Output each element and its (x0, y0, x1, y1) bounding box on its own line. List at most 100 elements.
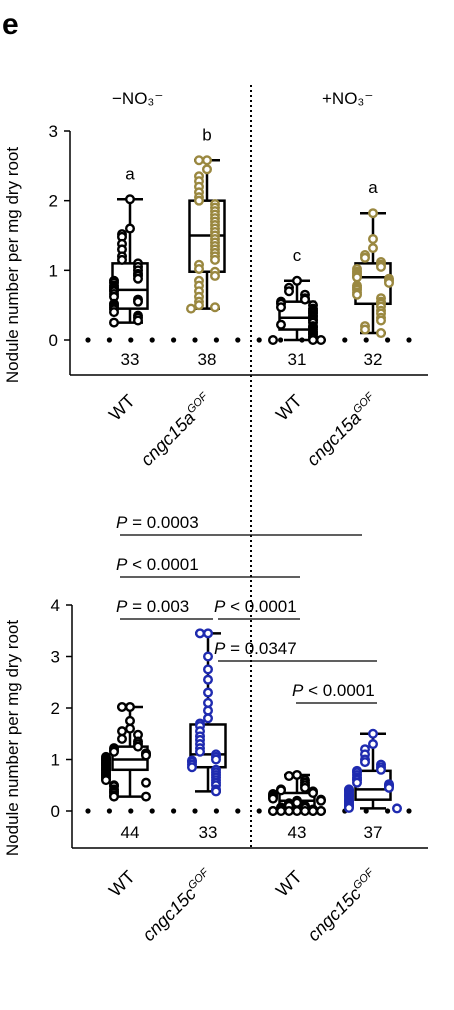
zero-baseline-dot (128, 337, 134, 343)
data-point (352, 289, 363, 300)
y-tick-label: 0 (49, 331, 58, 350)
data-point (284, 770, 295, 781)
data-point (132, 315, 143, 326)
zero-baseline-dot (192, 337, 198, 343)
data-point (100, 775, 111, 786)
data-point (186, 762, 197, 773)
x-category-label: WT (105, 867, 139, 901)
zero-baseline-dot (363, 337, 369, 343)
data-point (376, 261, 387, 272)
p-symbol: P (292, 681, 304, 700)
zero-baseline-dot (128, 808, 134, 814)
y-tick-label: 4 (51, 596, 60, 615)
zero-baseline-dot (278, 337, 284, 343)
data-point (202, 697, 213, 708)
data-point (268, 806, 279, 817)
x-category-superscript: GOF (185, 390, 211, 416)
data-point (368, 243, 379, 254)
data-point (108, 791, 119, 802)
zero-baseline-dot (192, 808, 198, 814)
zero-baseline-dot (106, 337, 112, 343)
data-point (308, 335, 319, 346)
bottom-y-axis-label: Nodule number per mg dry root (3, 620, 22, 857)
sample-count-label: 32 (364, 350, 383, 369)
data-point (376, 315, 387, 326)
comparison-p-value: P < 0.0001 (116, 555, 199, 574)
data-point (202, 713, 213, 724)
bottom-panel-chart: Nodule number per mg dry root 0123444WT3… (3, 513, 428, 945)
data-point (360, 324, 371, 335)
data-point (209, 270, 220, 281)
data-point (132, 296, 143, 307)
zero-baseline-dot (213, 808, 219, 814)
data-point (284, 286, 295, 297)
data-point (202, 705, 213, 716)
comparison-p-value: P = 0.003 (116, 597, 189, 616)
zero-baseline-dot (235, 337, 241, 343)
data-point (201, 164, 212, 175)
comparison-p-value: P < 0.0001 (214, 597, 297, 616)
p-symbol: P (116, 513, 128, 532)
data-point (300, 806, 311, 817)
data-point (116, 254, 127, 265)
x-category-label: WT (272, 867, 306, 901)
data-point (360, 252, 371, 263)
data-point (132, 741, 143, 752)
y-tick-label: 1 (49, 261, 58, 280)
x-category-base: cngc15a (303, 408, 365, 470)
comparison-p-value: P = 0.0003 (116, 513, 199, 532)
significance-letter: c (293, 246, 302, 265)
data-point (268, 793, 279, 804)
data-point (368, 233, 379, 244)
data-point (194, 746, 205, 757)
x-category-base: WT (272, 867, 306, 901)
data-point (108, 317, 119, 328)
p-symbol: P (116, 555, 128, 574)
condition-label-minus-nitrate: −NO₃⁻ (112, 89, 163, 108)
data-point (368, 739, 379, 750)
data-point (202, 628, 213, 639)
sample-count-label: 38 (198, 350, 217, 369)
data-point (108, 746, 119, 757)
data-point (344, 802, 355, 813)
x-category-base: cngc15a (137, 408, 199, 470)
data-point (210, 754, 221, 765)
data-point (202, 687, 213, 698)
data-point (308, 806, 319, 817)
data-point (376, 764, 387, 775)
comparison-p-value: P = 0.0347 (214, 639, 297, 658)
y-tick-label: 3 (49, 122, 58, 141)
data-point (132, 273, 143, 284)
x-category-superscript: GOF (186, 866, 212, 892)
data-point (210, 786, 221, 797)
zero-baseline-dot (213, 337, 219, 343)
zero-baseline-dot (385, 337, 391, 343)
data-point (392, 803, 403, 814)
zero-baseline-dot (406, 808, 412, 814)
data-point (300, 782, 311, 793)
data-point (292, 275, 303, 286)
zero-baseline-dot (256, 808, 262, 814)
p-value-text: < 0.0001 (303, 681, 374, 700)
data-point (194, 628, 205, 639)
top-panel-chart: Nodule number per mg dry root 012333aWT3… (3, 122, 428, 470)
x-category-superscript: GOF (351, 866, 377, 892)
y-tick-label: 1 (51, 751, 60, 770)
zero-baseline-dot (256, 337, 262, 343)
data-point (276, 319, 287, 330)
sample-count-label: 33 (121, 350, 140, 369)
p-symbol: P (116, 597, 128, 616)
sample-count-label: 44 (121, 823, 140, 842)
data-point (292, 769, 303, 780)
zero-baseline-dot (149, 337, 155, 343)
data-point (202, 674, 213, 685)
data-point (193, 263, 204, 274)
data-point (116, 701, 127, 712)
data-point (276, 785, 287, 796)
x-category-label: cngc15aGOF (303, 390, 383, 470)
data-point (209, 254, 220, 265)
zero-baseline-dot (406, 337, 412, 343)
data-point (116, 726, 127, 737)
data-point (292, 806, 303, 817)
sample-count-label: 31 (288, 350, 307, 369)
